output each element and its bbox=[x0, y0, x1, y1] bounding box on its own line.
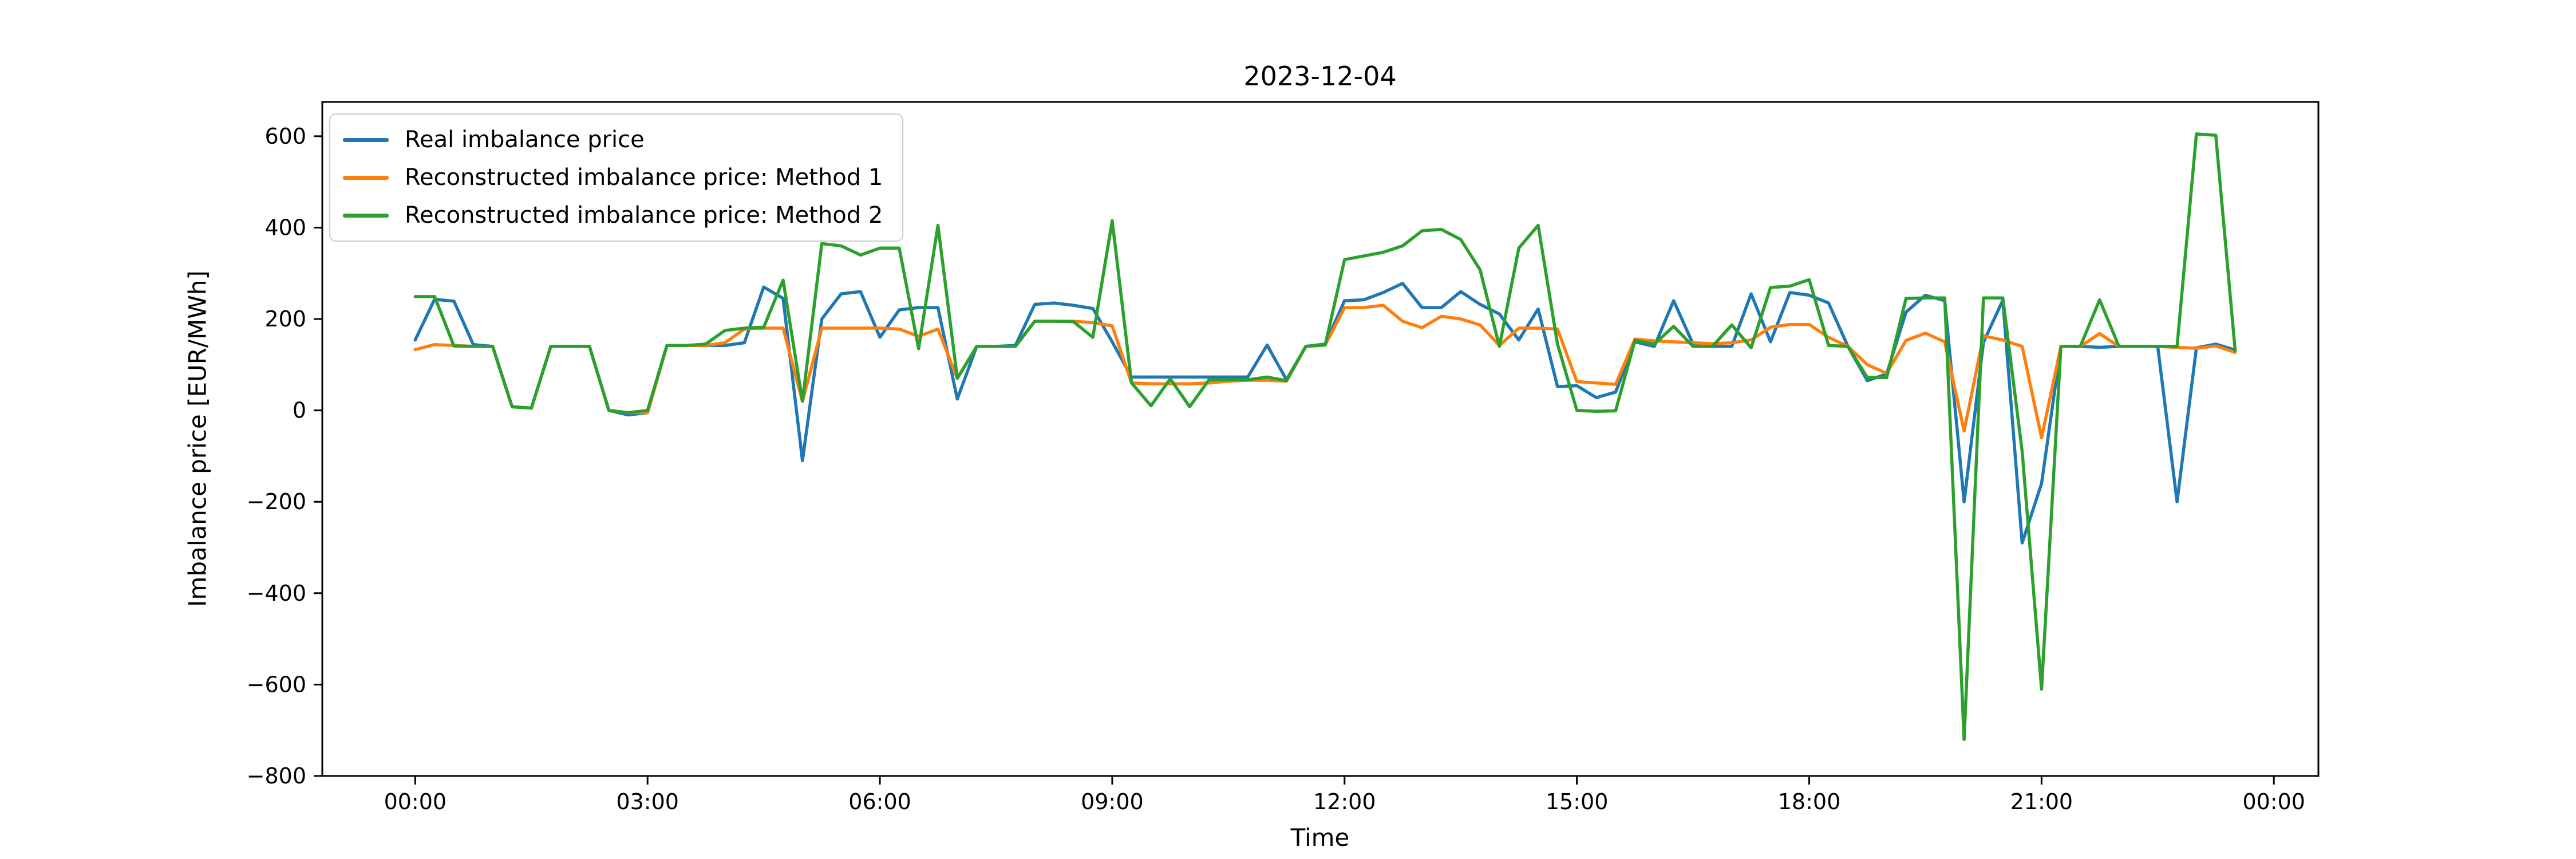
legend-item-label: Reconstructed imbalance price: Method 1 bbox=[405, 164, 883, 191]
y-tick-label: −800 bbox=[247, 763, 306, 789]
legend-item-label: Real imbalance price bbox=[405, 127, 645, 153]
x-tick-label: 00:00 bbox=[384, 789, 447, 814]
y-tick-label: 0 bbox=[293, 398, 306, 423]
y-tick-label: −600 bbox=[247, 672, 306, 697]
y-tick-label: −200 bbox=[247, 489, 306, 514]
axes-spines bbox=[321, 101, 2320, 777]
y-tick-label: 200 bbox=[264, 306, 306, 332]
x-tick-label: 06:00 bbox=[848, 789, 911, 814]
x-tick-label: 18:00 bbox=[1778, 789, 1841, 814]
legend-line-swatch-orange bbox=[343, 175, 389, 180]
x-tick-label: 15:00 bbox=[1546, 789, 1609, 814]
y-tick-label: −400 bbox=[247, 581, 306, 606]
series-line-reconstructed-method-2 bbox=[413, 132, 2237, 741]
legend-item-label: Reconstructed imbalance price: Method 2 bbox=[405, 202, 883, 228]
x-tick-label: 21:00 bbox=[2010, 789, 2073, 814]
x-axis-label: Time bbox=[1290, 823, 1350, 852]
y-axis-label: Imbalance price [EUR/MWh] bbox=[183, 270, 212, 607]
x-tick-label: 03:00 bbox=[616, 789, 679, 814]
legend-box: Real imbalance price Reconstructed imbal… bbox=[329, 113, 904, 242]
x-tick-label: 09:00 bbox=[1081, 789, 1144, 814]
x-tick-label: 00:00 bbox=[2242, 789, 2305, 814]
series-line-real-imbalance-price bbox=[413, 282, 2237, 545]
chart-title: 2023-12-04 bbox=[1243, 61, 1397, 92]
legend-item-real-price: Real imbalance price bbox=[343, 125, 883, 155]
x-tick-label: 12:00 bbox=[1313, 789, 1376, 814]
legend-line-swatch-green bbox=[343, 213, 389, 218]
series-line-reconstructed-method-1 bbox=[413, 304, 2237, 440]
legend-line-swatch-blue bbox=[343, 137, 389, 142]
legend-item-method-1: Reconstructed imbalance price: Method 1 bbox=[343, 163, 883, 192]
y-tick-label: 600 bbox=[264, 124, 306, 149]
y-tick-label: 400 bbox=[264, 215, 306, 240]
legend-item-method-2: Reconstructed imbalance price: Method 2 bbox=[343, 200, 883, 230]
